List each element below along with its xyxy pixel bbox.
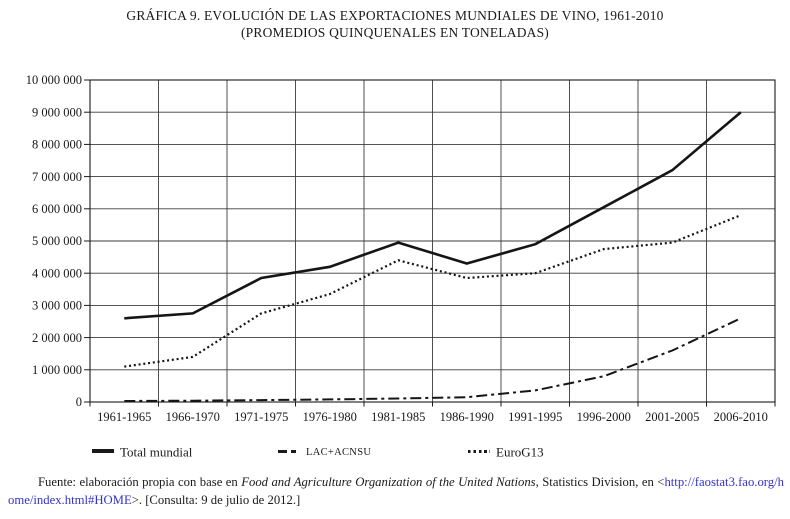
plot-border	[89, 79, 776, 403]
source-note: Fuente: elaboración propia con base en F…	[0, 474, 790, 509]
y-tick-label: 4 000 000	[32, 266, 82, 280]
chart-title: GRÁFICA 9. EVOLUCIÓN DE LAS EXPORTACIONE…	[0, 7, 790, 41]
source-note-prefix: Fuente: elaboración propia con base en	[38, 475, 242, 489]
y-tick-label: 8 000 000	[32, 138, 82, 152]
y-tick-label: 6 000 000	[32, 202, 82, 216]
x-tick-label: 2001-2005	[645, 410, 699, 424]
series-line-dashdot	[124, 317, 742, 402]
chart-legend: Total mundial LAC+ACNSU EuroG13	[0, 443, 790, 463]
chart-title-line2: (PROMEDIOS QUINQUENALES EN TONELADAS)	[240, 25, 550, 40]
series-line-dotted	[124, 214, 742, 368]
x-tick-label: 1976-1980	[303, 410, 357, 424]
x-tick-label: 1966-1970	[166, 410, 220, 424]
source-name-italic: Food and Agriculture Organization of the…	[241, 475, 536, 489]
legend-item-total-mundial: Total mundial	[92, 443, 192, 461]
x-tick-label: 1986-1990	[440, 410, 494, 424]
dashdot-line-marker-icon	[278, 449, 300, 453]
x-tick-label: 1996-2000	[577, 410, 631, 424]
x-tick-label: 1971-1975	[234, 410, 288, 424]
legend-item-eurog13: EuroG13	[468, 443, 544, 461]
source-url-link[interactable]: http://faostat3.fao.org/	[664, 475, 778, 489]
dotted-line-marker-icon	[468, 449, 490, 453]
source-note-middle: , Statistics Division, en <	[535, 475, 665, 489]
source-url-link-continuation[interactable]: home/index.html#HOME	[8, 475, 785, 507]
solid-line-marker-icon	[92, 449, 114, 454]
chart-title-line1: GRÁFICA 9. EVOLUCIÓN DE LAS EXPORTACIONE…	[126, 8, 664, 23]
source-note-suffix: >. [Consulta: 9 de julio de 2012.]	[131, 492, 301, 507]
y-tick-label: 10 000 000	[26, 73, 82, 87]
legend-label-lac-acnsu: LAC+ACNSU	[306, 446, 372, 458]
x-tick-label: 1991-1995	[508, 410, 562, 424]
y-tick-label: 7 000 000	[32, 170, 82, 184]
y-tick-label: 0	[76, 395, 82, 409]
x-tick-label: 1961-1965	[97, 410, 151, 424]
y-tick-label: 3 000 000	[32, 299, 82, 313]
legend-label-eurog13: EuroG13	[496, 444, 544, 460]
y-tick-label: 9 000 000	[32, 105, 82, 119]
x-tick-label: 2006-2010	[714, 410, 768, 424]
y-tick-label: 1 000 000	[32, 363, 82, 377]
series-line-solid	[124, 111, 742, 320]
y-tick-label: 5 000 000	[32, 234, 82, 248]
line-chart: 0 1 000 000 2 000 000 3 000 000 4 000 000 5 0…	[26, 73, 776, 424]
legend-item-lac-acnsu: LAC+ACNSU	[278, 443, 371, 461]
legend-label-total-mundial: Total mundial	[120, 444, 193, 460]
y-tick-label: 2 000 000	[32, 331, 82, 345]
x-tick-label: 1981-1985	[371, 410, 425, 424]
